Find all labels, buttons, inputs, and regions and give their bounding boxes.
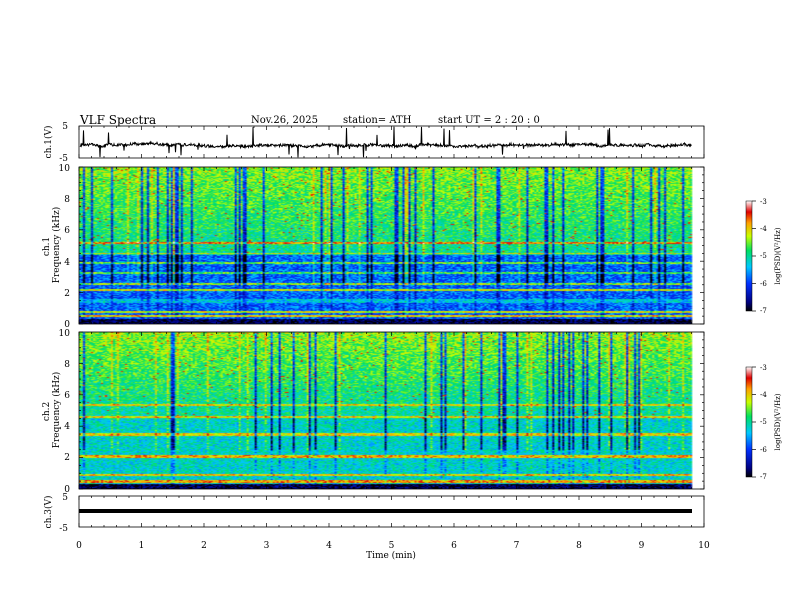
- start-time-label: start UT = 2 : 20 : 0: [438, 115, 540, 126]
- ch1-freq-tick-2: 2: [64, 289, 70, 299]
- ch2-freq-tick-8: 8: [64, 360, 70, 370]
- ch1-cb-tick-m3: -3: [760, 198, 767, 206]
- ch2-cb-tick-m5: -5: [760, 418, 767, 426]
- ch1-colorbar-label: log(PSD)(V²/Hz): [774, 227, 782, 284]
- ch2-colorbar-label: log(PSD)(V²/Hz): [774, 393, 782, 450]
- ch2-freq-tick-2: 2: [64, 453, 70, 463]
- ch1-ytick-minus5: -5: [59, 154, 68, 164]
- ch1-cb-tick-m7: -7: [760, 307, 767, 315]
- ch1-spectrogram-ylabel: ch.1 Frequency (kHz): [42, 207, 62, 284]
- ch1-spectrogram-image: [79, 167, 704, 324]
- ch1-freq-tick-0: 0: [64, 320, 70, 330]
- ch1-waveform-ticks: [78, 126, 705, 158]
- ch2-colorbar: [745, 366, 753, 478]
- time-tick-3: 3: [264, 541, 270, 551]
- ch2-cb-tick-m6: -6: [760, 446, 767, 454]
- ch1-ytick-5: 5: [62, 122, 68, 132]
- ch2-spectrogram-ylabel: ch.2 Frequency (kHz): [42, 372, 62, 449]
- ch2-ylabel-line2: Frequency (kHz): [51, 372, 62, 449]
- date-label: Nov.26, 2025: [251, 115, 318, 126]
- ch1-freq-tick-4: 4: [64, 258, 70, 268]
- ch3-waveform-ylabel: ch.3(V): [43, 496, 54, 529]
- ch2-colorbar-ticks: [752, 366, 756, 478]
- ch1-colorbar-ticks: [752, 200, 756, 312]
- ch2-cb-tick-m7: -7: [760, 473, 767, 481]
- ch1-waveform-panel: 5 -5 ch.1(V): [43, 122, 705, 164]
- time-tick-9: 9: [639, 541, 645, 551]
- ch2-freq-tick-0: 0: [64, 485, 70, 495]
- ch1-cb-tick-m5: -5: [760, 252, 767, 260]
- ch1-freq-tick-6: 6: [64, 226, 70, 236]
- time-tick-0: 0: [76, 541, 82, 551]
- ch2-ylabel-line1: ch.2: [42, 402, 52, 421]
- ch1-ylabel-line2: Frequency (kHz): [51, 207, 62, 284]
- ch2-cb-tick-m3: -3: [760, 364, 767, 372]
- ch3-ytick-minus5: -5: [59, 524, 68, 534]
- time-tick-10: 10: [698, 541, 710, 551]
- station-label: station= ATH: [343, 115, 412, 126]
- ch2-freq-tick-10: 10: [59, 329, 71, 339]
- time-tick-2: 2: [201, 541, 207, 551]
- ch2-spectrogram-image: [79, 332, 704, 489]
- time-tick-7: 7: [514, 541, 520, 551]
- ch3-ytick-5: 5: [62, 493, 68, 503]
- time-axis-label: Time (min): [366, 550, 416, 561]
- ch1-colorbar: [745, 200, 753, 312]
- ch1-spectrogram-panel: 0 2 4 6 8 10 ch.1 Frequency (kHz) -3 -4 …: [42, 164, 782, 330]
- time-tick-1: 1: [139, 541, 145, 551]
- ch1-waveform-line: [79, 126, 692, 158]
- time-tick-6: 6: [451, 541, 457, 551]
- ch3-waveform-ticks: [78, 496, 705, 527]
- ch1-waveform-ylabel: ch.1(V): [43, 126, 54, 159]
- ch1-ylabel-line1: ch.1: [42, 237, 52, 256]
- ch1-freq-tick-10: 10: [59, 164, 71, 174]
- time-tick-8: 8: [576, 541, 582, 551]
- ch2-cb-tick-m4: -4: [760, 391, 767, 399]
- figure-title: VLF Spectra: [79, 113, 156, 127]
- ch1-cb-tick-m6: -6: [760, 280, 767, 288]
- time-tick-4: 4: [326, 541, 332, 551]
- ch1-freq-tick-8: 8: [64, 195, 70, 205]
- ch2-spectrogram-panel: 0 2 4 6 8 10 ch.2 Frequency (kHz) -3 -4 …: [42, 329, 782, 495]
- time-axis: 0 1 2 3 4 5 6 7 8 9 10 Time (min): [76, 541, 710, 561]
- ch2-spectrogram-ticks: [78, 331, 705, 490]
- ch1-spectrogram-ticks: [78, 166, 705, 325]
- ch1-cb-tick-m4: -4: [760, 225, 767, 233]
- ch3-waveform-panel: 5 -5 ch.3(V): [43, 493, 705, 534]
- figure-header: VLF Spectra Nov.26, 2025 station= ATH st…: [79, 113, 540, 127]
- time-tick-5: 5: [389, 541, 395, 551]
- ch3-waveform-line: [79, 509, 692, 513]
- ch2-freq-tick-4: 4: [64, 422, 70, 432]
- ch2-freq-tick-6: 6: [64, 391, 70, 401]
